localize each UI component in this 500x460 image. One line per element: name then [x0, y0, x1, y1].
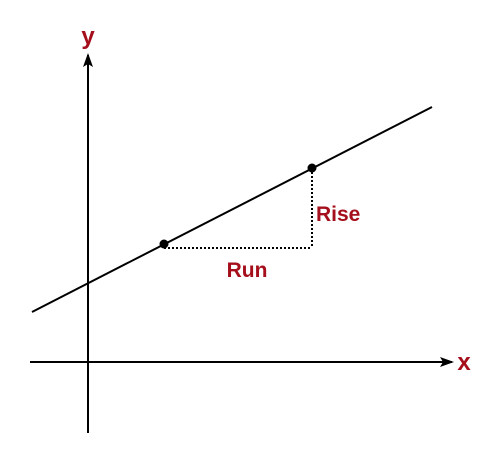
y-axis-label: y	[81, 23, 95, 50]
sloped-line	[31, 106, 433, 313]
point-lower	[159, 239, 169, 249]
run-label: Run	[227, 259, 268, 282]
rise-label: Rise	[316, 203, 360, 226]
x-axis-label: x	[457, 349, 471, 376]
point-upper	[307, 163, 317, 173]
